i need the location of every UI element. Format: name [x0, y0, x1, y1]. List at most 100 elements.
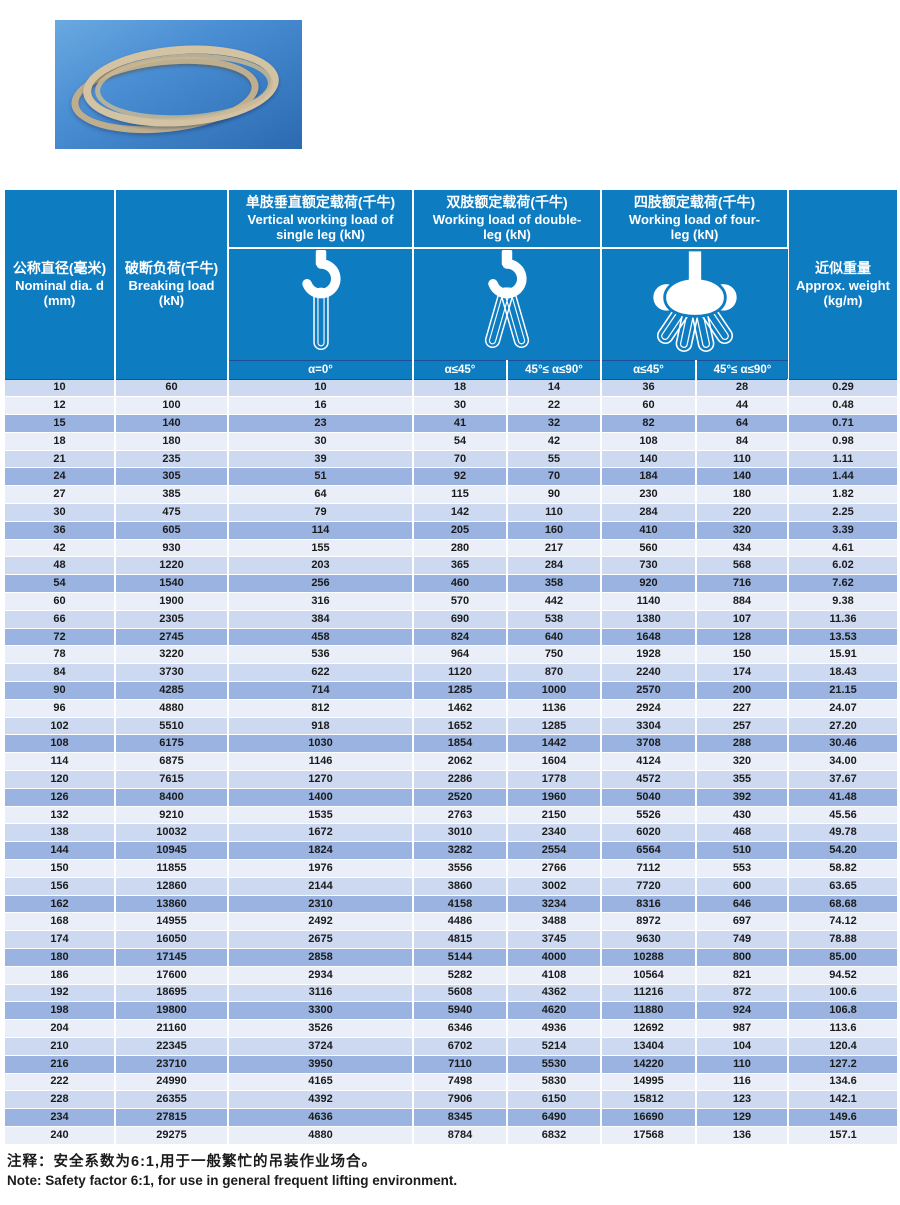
table-cell: 987 [696, 1019, 789, 1038]
table-cell: 964 [413, 645, 508, 665]
table-cell: 4165 [228, 1073, 414, 1092]
table-cell: 434 [696, 539, 789, 558]
table-cell: 18.43 [788, 663, 897, 683]
table-cell: 23710 [115, 1055, 229, 1074]
table-cell: 13860 [115, 895, 229, 914]
table-cell: 2340 [507, 823, 602, 843]
table-cell: 157.1 [788, 1126, 897, 1145]
table-cell: 27815 [115, 1108, 229, 1127]
table-cell: 605 [115, 521, 229, 540]
table-row: 36 605 114 205 160 410 320 3.39 [5, 521, 897, 540]
table-cell: 10 [228, 379, 414, 398]
table-cell: 63.65 [788, 877, 897, 896]
table-cell: 11216 [601, 984, 697, 1003]
table-cell: 79 [228, 503, 414, 522]
table-row: 27 385 64 115 90 230 180 1.82 [5, 485, 897, 505]
table-cell: 2675 [228, 930, 414, 949]
table-cell: 235 [115, 450, 229, 469]
table-cell: 7720 [601, 877, 697, 896]
table-row: 228 26355 4392 7906 6150 15812 123 142.1 [5, 1090, 897, 1110]
table-cell: 2240 [601, 663, 697, 683]
table-cell: 8784 [413, 1126, 508, 1145]
table-cell: 21160 [115, 1019, 229, 1038]
table-cell: 90 [507, 485, 602, 505]
table-cell: 14 [507, 379, 602, 398]
table-cell: 2766 [507, 859, 602, 878]
table-cell: 392 [696, 788, 789, 807]
table-cell: 5214 [507, 1037, 602, 1056]
table-cell: 257 [696, 717, 789, 736]
table-cell: 70 [507, 467, 602, 487]
table-cell: 234 [5, 1108, 116, 1127]
table-cell: 110 [696, 450, 789, 469]
table-cell: 54.20 [788, 841, 897, 861]
table-body: 10 60 10 18 14 36 28 0.29 12 100 16 30 22 60 44 0.48 15 1… [5, 379, 897, 1145]
table-cell: 1270 [228, 770, 414, 789]
table-cell: 134.6 [788, 1073, 897, 1092]
table-cell: 17600 [115, 966, 229, 985]
table-row: 210 22345 3724 6702 5214 13404 104 120.4 [5, 1037, 897, 1056]
table-cell: 21 [5, 450, 116, 469]
table-cell: 140 [115, 414, 229, 433]
table-cell: 184 [601, 467, 697, 487]
table-cell: 160 [507, 521, 602, 540]
table-cell: 42 [5, 539, 116, 558]
table-cell: 10945 [115, 841, 229, 861]
table-cell: 180 [696, 485, 789, 505]
header-nominal-dia-en: Nominal dia. d (mm) [15, 277, 104, 308]
table-cell: 410 [601, 521, 697, 540]
table-row: 15 140 23 41 32 82 64 0.71 [5, 414, 897, 433]
table-cell: 14995 [601, 1073, 697, 1092]
table-cell: 3282 [413, 841, 508, 861]
table-cell: 3002 [507, 877, 602, 896]
table-cell: 2305 [115, 610, 229, 629]
table-row: 84 3730 622 1120 870 2240 174 18.43 [5, 663, 897, 683]
table-cell: 1140 [601, 592, 697, 611]
table-row: 24 305 51 92 70 184 140 1.44 [5, 467, 897, 487]
table-cell: 714 [228, 681, 414, 700]
table-cell: 5940 [413, 1001, 508, 1021]
table-row: 72 2745 458 824 640 1648 128 13.53 [5, 628, 897, 647]
table-cell: 5530 [507, 1055, 602, 1074]
table-cell: 2745 [115, 628, 229, 647]
table-cell: 458 [228, 628, 414, 647]
table-cell: 9210 [115, 806, 229, 825]
table-cell: 7110 [413, 1055, 508, 1074]
table-cell: 475 [115, 503, 229, 522]
table-cell: 3745 [507, 930, 602, 949]
table-cell: 168 [5, 912, 116, 932]
table-cell: 2150 [507, 806, 602, 825]
table-cell: 872 [696, 984, 789, 1003]
table-cell: 6175 [115, 734, 229, 754]
table-cell: 102 [5, 717, 116, 736]
table-cell: 10 [5, 379, 116, 398]
table-cell: 27.20 [788, 717, 897, 736]
table-row: 156 12860 2144 3860 3002 7720 600 63.65 [5, 877, 897, 896]
table-cell: 180 [5, 948, 116, 967]
table-cell: 240 [5, 1126, 116, 1145]
table-cell: 4362 [507, 984, 602, 1003]
table-row: 114 6875 1146 2062 1604 4124 320 34.00 [5, 752, 897, 772]
header-single-leg-en: Vertical working load of single leg (kN) [247, 211, 394, 243]
table-cell: 1778 [507, 770, 602, 789]
table-row: 66 2305 384 690 538 1380 107 11.36 [5, 610, 897, 629]
table-cell: 305 [115, 467, 229, 487]
table-cell: 96 [5, 699, 116, 718]
four-leg-icon-cell [601, 248, 788, 361]
table-cell: 10288 [601, 948, 697, 967]
table-cell: 2286 [413, 770, 508, 789]
header-nominal-dia-zh: 公称直径(毫米) [12, 260, 107, 277]
table-cell: 140 [601, 450, 697, 469]
table-cell: 1000 [507, 681, 602, 700]
table-cell: 560 [601, 539, 697, 558]
table-cell: 3116 [228, 984, 414, 1003]
table-cell: 41 [413, 414, 508, 433]
table-cell: 6564 [601, 841, 697, 861]
table-cell: 4620 [507, 1001, 602, 1021]
table-cell: 16050 [115, 930, 229, 949]
table-cell: 4880 [228, 1126, 414, 1145]
table-cell: 2144 [228, 877, 414, 896]
table-cell: 6832 [507, 1126, 602, 1145]
table-cell: 5526 [601, 806, 697, 825]
table-cell: 384 [228, 610, 414, 629]
